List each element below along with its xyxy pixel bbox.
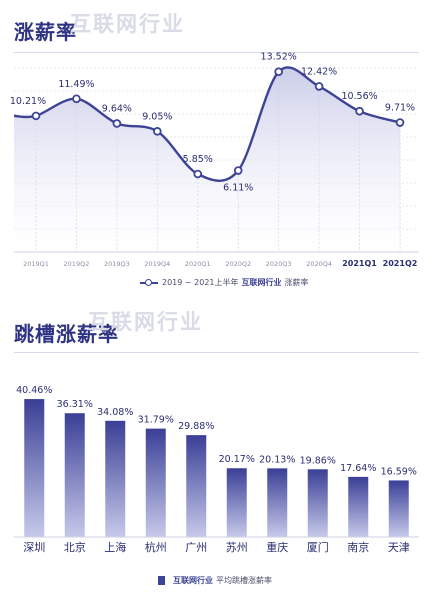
bar [24,399,45,537]
x-tick-label: 苏州 [226,541,248,554]
data-point [153,127,162,136]
jobhop-chart-title: 跳槽涨薪率 [14,322,119,346]
data-point [395,118,405,127]
bar [145,428,166,537]
bar-marker-icon [158,576,165,585]
x-tick-label: 厦门 [307,540,329,554]
bar [186,435,207,537]
bar [348,476,369,537]
x-tick-label: 杭州 [145,540,167,554]
data-label: 31.79% [138,415,174,426]
data-point [193,169,203,179]
x-tick-label: 2019Q2 [64,260,90,268]
data-label: 20.13% [259,454,295,465]
data-label: 11.49% [58,79,94,90]
area-fill [14,67,400,252]
x-tick-label: 2020Q1 [185,260,211,268]
bar [64,413,85,537]
legend-brand: 互联网行业 [241,278,282,287]
data-label: 12.42% [301,66,337,77]
data-label: 6.11% [223,183,253,194]
bar [388,480,409,537]
salary-title-divider [14,52,419,53]
x-tick-label: 2021Q2 [383,259,418,268]
x-tick-label: 2019Q4 [144,260,170,268]
data-label: 16.59% [381,466,417,477]
data-point [72,94,81,104]
x-tick-label: 天津 [388,541,410,554]
data-point [233,166,243,175]
x-tick-label: 北京 [64,540,86,554]
data-label: 5.85% [183,154,213,165]
x-tick-label: 2021Q1 [342,259,377,268]
jobhop-title-divider [14,352,419,353]
data-label: 9.64% [102,103,132,114]
x-tick-label: 广州 [185,541,207,554]
x-tick-label: 上海 [104,540,126,554]
bar [105,420,126,537]
x-tick-label: 2019Q1 [23,260,49,268]
x-tick-label: 深圳 [23,541,45,554]
data-label: 29.88% [178,421,214,432]
x-tick-label: 2020Q2 [225,260,251,268]
salary-chart-title: 涨薪率 [14,20,77,44]
salary-line-chart: 10.21% 2019Q1 11.49% 2019Q2 9.64% 2019Q3 9.05%… [10,52,419,268]
x-tick-label: 2019Q3 [104,260,130,268]
legend-period: 2019 ~ 2021上半年 [162,278,239,287]
jobhop-chart-legend: 互联网行业 平均跳槽涨薪率 [158,575,272,586]
data-label: 19.86% [300,455,336,466]
data-point [112,119,122,128]
data-point [314,82,324,91]
data-point [274,67,283,77]
bar [307,469,328,537]
data-label: 36.31% [57,399,93,410]
data-label: 13.52% [261,52,297,63]
bar [226,468,247,537]
salary-chart-legend: 2019 ~ 2021上半年 互联网行业 涨薪率 [140,277,309,288]
legend-label: 涨薪率 [284,278,309,287]
bar [267,468,288,537]
data-point [31,111,41,121]
x-tick-label: 2020Q3 [266,260,292,268]
line-marker-icon [140,278,158,286]
data-label: 17.64% [340,463,376,474]
x-tick-label: 南京 [347,540,369,554]
x-tick-label: 重庆 [266,540,288,554]
data-label: 20.17% [219,454,255,465]
x-tick-label: 2020Q4 [306,260,332,268]
legend-brand: 互联网行业 [173,576,213,585]
data-label: 9.71% [385,103,415,114]
data-label: 10.21% [10,96,46,107]
jobhop-bar-chart: 40.46% 深圳 36.31% 北京 34.08% 上海 31.79% 杭州 29.88% 广州… [14,385,419,554]
watermark: 互联网行业 [88,310,203,334]
data-label: 40.46% [16,385,52,396]
data-point [355,106,364,116]
watermark: 互联网行业 [70,12,185,36]
data-label: 10.56% [341,91,377,102]
data-label: 9.05% [142,111,172,122]
legend-label: 平均跳槽涨薪率 [216,576,272,585]
data-label: 34.08% [97,407,133,418]
